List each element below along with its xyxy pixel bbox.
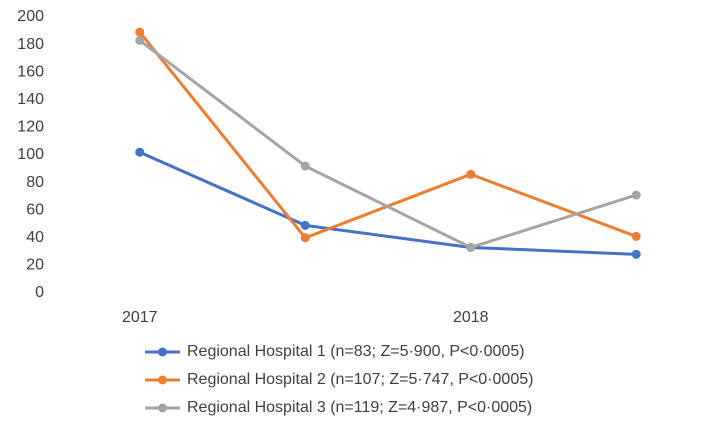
y-tick-label: 140 [17,91,44,108]
marker [300,233,310,243]
legend-marker [158,375,167,385]
marker [135,27,145,37]
y-tick-label: 40 [26,229,44,246]
y-tick-label: 160 [17,63,44,80]
marker [300,220,310,230]
legend-marker [158,347,167,357]
x-tick-label: 2018 [453,309,489,326]
legend-label: Regional Hospital 3 (n=119; Z=4·987, P<0… [187,399,532,416]
y-tick-label: 80 [26,174,44,191]
y-tick-label: 0 [35,284,44,301]
legend-marker [158,403,167,413]
y-tick-label: 20 [26,257,44,274]
marker [135,147,145,157]
marker [466,169,476,179]
marker [631,231,641,241]
legend-label: Regional Hospital 2 (n=107; Z=5·747, P<0… [187,371,533,388]
y-tick-label: 120 [17,119,44,136]
y-tick-label: 200 [17,8,44,25]
marker [300,161,310,171]
marker [135,35,145,45]
series-line [139,150,637,256]
marker [631,249,641,259]
y-tick-label: 100 [17,146,44,163]
series-line [138,39,637,249]
marker [466,242,476,252]
y-tick-label: 60 [26,201,44,218]
x-tick-label: 2017 [122,309,158,326]
legend-label: Regional Hospital 1 (n=83; Z=5·900, P<0·… [187,343,525,360]
marker [631,190,641,200]
y-tick-label: 180 [17,36,44,53]
